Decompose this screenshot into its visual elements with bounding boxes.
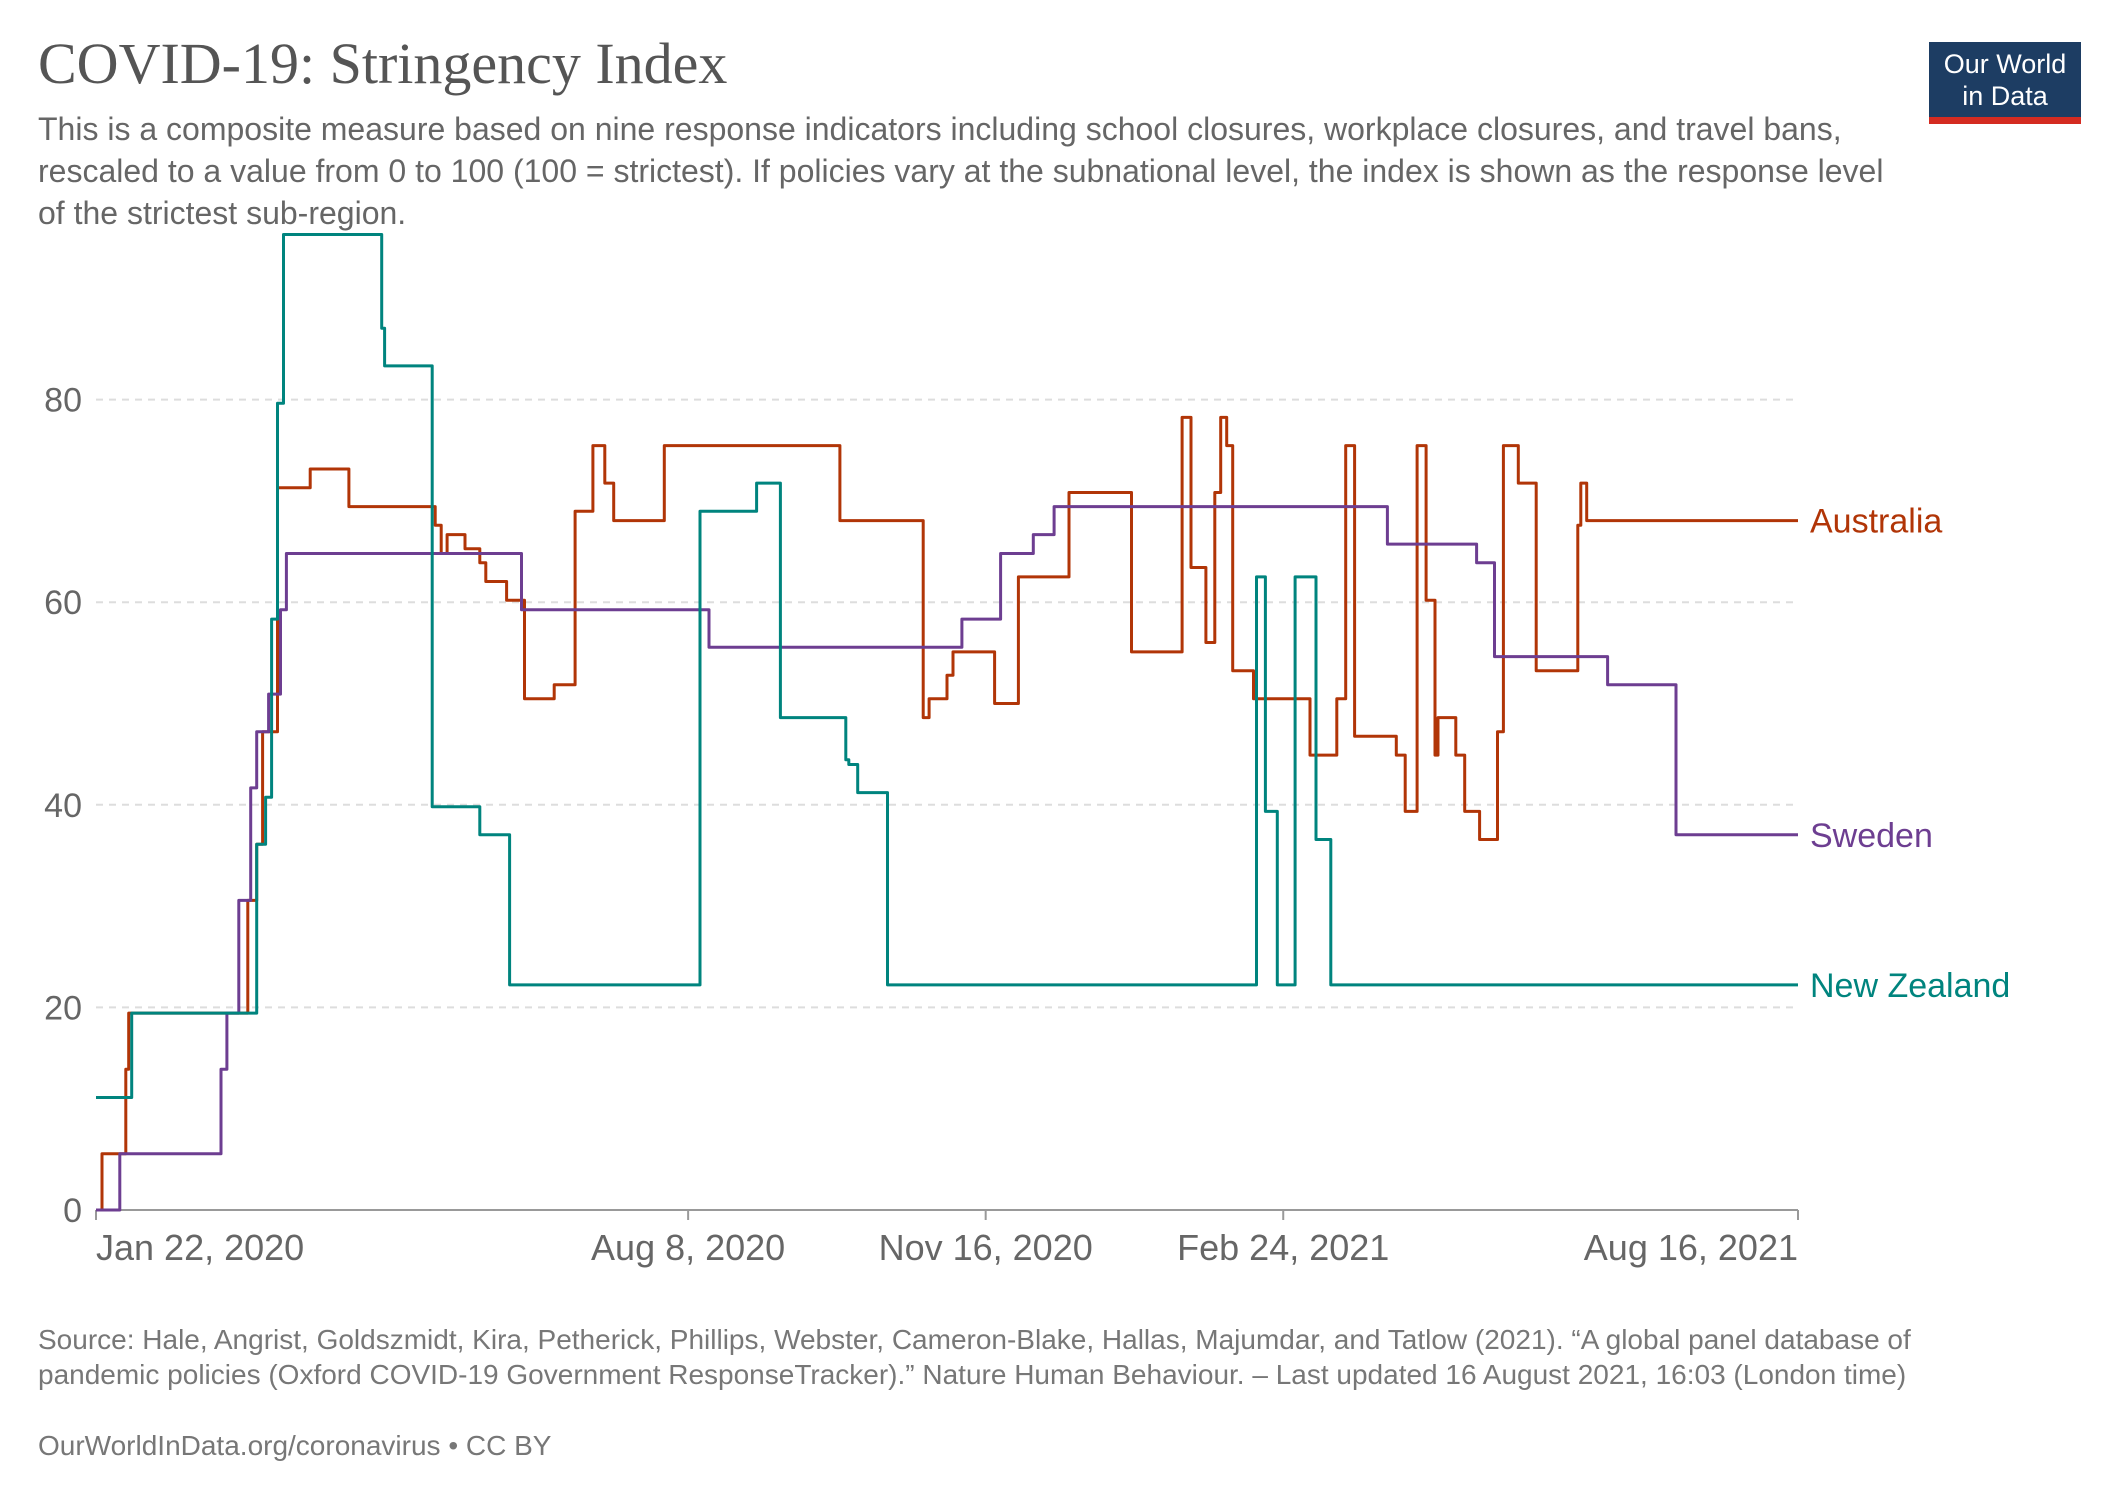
series-label-australia: Australia <box>1810 503 1942 541</box>
series-label-new-zealand: New Zealand <box>1810 967 2010 1005</box>
x-tick-label: Feb 24, 2021 <box>1177 1227 1389 1268</box>
series-labels: Australia Sweden New Zealand <box>1810 503 2010 1005</box>
y-tick-label: 20 <box>44 989 82 1027</box>
series-line-new-zealand[interactable] <box>96 233 1798 1099</box>
y-tick-label: 40 <box>44 787 82 825</box>
series-lines <box>96 233 1798 1212</box>
chart-subtitle: This is a composite measure based on nin… <box>38 111 1884 231</box>
source-note: Source: Hale, Angrist, Goldszmidt, Kira,… <box>38 1324 1911 1390</box>
logo-line-2: in Data <box>1962 81 2048 111</box>
owid-logo[interactable]: Our World in Data <box>1929 42 2081 124</box>
y-tick-label: 60 <box>44 584 82 622</box>
logo-line-1: Our World <box>1943 49 2067 79</box>
x-axis: Jan 22, 2020 Aug 8, 2020 Nov 16, 2020 Feb 2… <box>95 1209 1799 1268</box>
series-line-australia[interactable] <box>96 415 1798 1212</box>
line-chart: 0 20 40 60 80 Jan 22, 2020 Aug 8, 2020 Nov 16,… <box>44 233 2010 1268</box>
y-tick-label: 80 <box>44 382 82 420</box>
chart-title: COVID-19: Stringency Index <box>38 31 728 96</box>
x-tick-label: Aug 8, 2020 <box>591 1227 785 1268</box>
series-line-sweden[interactable] <box>96 505 1798 1212</box>
x-tick-label: Aug 16, 2021 <box>1584 1227 1798 1268</box>
series-label-sweden: Sweden <box>1810 817 1933 855</box>
x-tick-label: Nov 16, 2020 <box>879 1227 1093 1268</box>
x-tick-label: Jan 22, 2020 <box>96 1227 304 1268</box>
y-axis: 0 20 40 60 80 <box>44 382 82 1230</box>
gridlines <box>96 398 1798 1009</box>
credit-line: OurWorldInData.org/coronavirus • CC BY <box>38 1430 552 1461</box>
y-tick-label: 0 <box>63 1192 82 1230</box>
